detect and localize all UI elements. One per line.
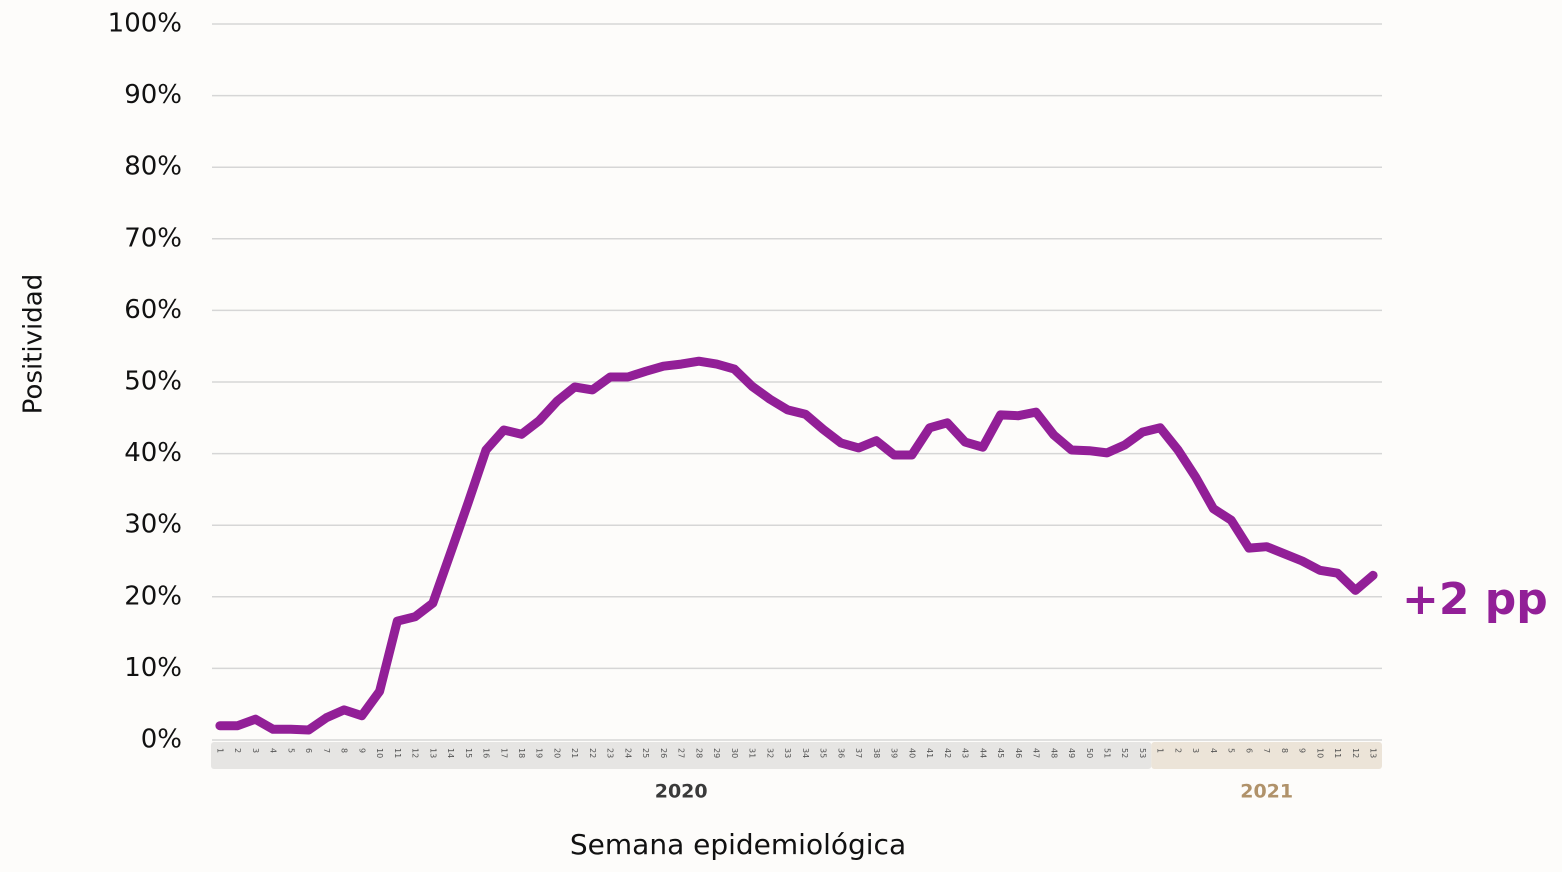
x-tick-label: 50: [1085, 748, 1094, 758]
x-tick-label: 48: [1049, 748, 1058, 758]
x-tick-label: 32: [765, 748, 774, 758]
x-tick-label: 45: [996, 748, 1005, 758]
annotation: +2 pp: [1402, 574, 1548, 625]
x-tick-label: 28: [694, 748, 703, 758]
x-tick-label: 34: [801, 748, 810, 758]
x-tick-label: 11: [393, 748, 402, 758]
x-axis-title: Semana epidemiológica: [570, 828, 906, 861]
y-tick-label: 90%: [124, 80, 182, 110]
x-tick-label: 37: [854, 748, 863, 758]
x-tick-label: 3: [1191, 748, 1200, 753]
x-tick-label: 10: [1315, 748, 1324, 758]
x-tick-label: 49: [1067, 748, 1076, 758]
x-tick-label: 41: [925, 748, 934, 758]
x-tick-label: 8: [1280, 748, 1289, 753]
x-tick-label: 17: [499, 748, 508, 758]
data-line: [215, 356, 1378, 735]
x-tick-label: 38: [872, 748, 881, 758]
x-tick-label: 9: [357, 748, 366, 753]
x-tick-label: 6: [1244, 748, 1253, 753]
year-band: [211, 742, 1152, 769]
y-axis-title: Positividad: [19, 274, 49, 414]
x-tick-label: 12: [411, 748, 420, 758]
x-tick-label: 5: [286, 748, 295, 753]
x-tick-label: 19: [535, 748, 544, 758]
x-tick-label: 5: [1227, 748, 1236, 753]
x-tick-label: 7: [1262, 748, 1271, 753]
x-tick-label: 46: [1014, 748, 1023, 758]
x-tick-label: 2: [233, 748, 242, 753]
x-tick-label: 36: [836, 748, 845, 758]
x-tick-label: 31: [748, 748, 757, 758]
year-band: [1151, 742, 1382, 769]
x-tick-label: 2: [1173, 748, 1182, 753]
x-tick-label: 33: [783, 748, 792, 758]
y-tick-label: 70%: [124, 223, 182, 253]
x-tick-label: 20: [552, 748, 561, 758]
x-tick-label: 1: [1156, 748, 1165, 753]
year-label: 2021: [1240, 781, 1293, 803]
x-tick-label: 16: [482, 748, 491, 758]
x-tick-label: 35: [819, 748, 828, 758]
x-tick-label: 23: [606, 748, 615, 758]
y-tick-label: 100%: [108, 9, 182, 39]
x-tick-label: 3: [251, 748, 260, 753]
x-tick-label: 8: [340, 748, 349, 753]
x-tick-label: 7: [322, 748, 331, 753]
x-tick-label: 10: [375, 748, 384, 758]
x-tick-label: 30: [730, 748, 739, 758]
x-tick-label: 4: [1209, 748, 1218, 753]
x-tick-label: 43: [961, 748, 970, 758]
x-tick-label: 22: [588, 748, 597, 758]
year-label: 2020: [655, 781, 708, 803]
x-tick-label: 24: [623, 748, 632, 758]
x-tick-label: 21: [570, 748, 579, 758]
x-tick-label: 13: [428, 748, 437, 758]
x-tick-label: 27: [677, 748, 686, 758]
y-tick-label: 40%: [124, 438, 182, 468]
x-tick-label: 18: [517, 748, 526, 758]
x-tick-label: 42: [943, 748, 952, 758]
y-tick-label: 10%: [124, 653, 182, 683]
x-tick-label: 9: [1298, 748, 1307, 753]
x-tick-label: 47: [1032, 748, 1041, 758]
x-tick-label: 4: [269, 748, 278, 753]
y-tick-label: 30%: [124, 510, 182, 540]
x-tick-label: 53: [1138, 748, 1147, 758]
y-tick-label: 60%: [124, 295, 182, 325]
x-tick-label: 51: [1102, 748, 1111, 758]
x-tick-label: 1: [215, 748, 224, 753]
x-tick-label: 12: [1351, 748, 1360, 758]
x-tick-label: 29: [712, 748, 721, 758]
x-tick-label: 39: [890, 748, 899, 758]
x-tick-label: 6: [304, 748, 313, 753]
y-tick-label: 0%: [141, 725, 182, 755]
x-tick-label: 14: [446, 748, 455, 758]
y-tick-label: 80%: [124, 152, 182, 182]
y-tick-label: 50%: [124, 367, 182, 397]
x-tick-label: 15: [464, 748, 473, 758]
x-tick-label: 40: [907, 748, 916, 758]
x-tick-label: 13: [1369, 748, 1378, 758]
x-tick-label: 26: [659, 748, 668, 758]
y-tick-label: 20%: [124, 581, 182, 611]
x-tick-label: 25: [641, 748, 650, 758]
x-tick-label: 44: [978, 748, 987, 758]
x-tick-label: 52: [1120, 748, 1129, 758]
x-tick-label: 11: [1333, 748, 1342, 758]
